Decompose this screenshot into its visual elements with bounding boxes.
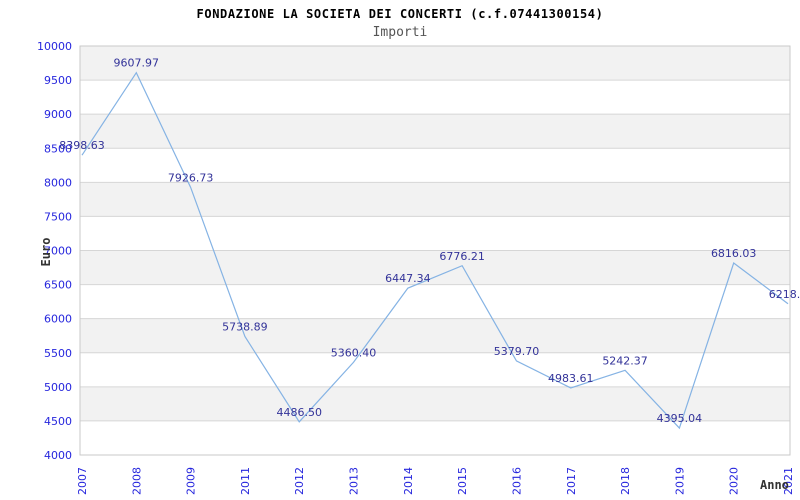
point-label: 5379.70 <box>494 345 540 358</box>
x-tick-label: 2009 <box>185 467 198 495</box>
y-tick-label: 8000 <box>44 176 72 189</box>
y-tick-label: 4000 <box>44 449 72 462</box>
y-tick-label: 10000 <box>37 40 72 53</box>
x-tick-label: 2011 <box>239 467 252 495</box>
y-tick-label: 7500 <box>44 210 72 223</box>
x-tick-label: 2017 <box>565 467 578 495</box>
x-tick-label: 2013 <box>348 467 361 495</box>
point-label: 5242.37 <box>602 354 648 367</box>
y-tick-label: 4500 <box>44 415 72 428</box>
y-tick-label: 6000 <box>44 313 72 326</box>
point-label: 6816.03 <box>711 247 757 260</box>
point-label: 4983.61 <box>548 372 594 385</box>
x-tick-label: 2012 <box>293 467 306 495</box>
point-label: 6776.21 <box>439 250 485 263</box>
y-tick-label: 5500 <box>44 347 72 360</box>
y-tick-label: 6500 <box>44 279 72 292</box>
y-tick-label: 7000 <box>44 245 72 258</box>
point-label: 4395.04 <box>657 412 703 425</box>
x-tick-label: 2021 <box>782 467 795 495</box>
x-tick-label: 2007 <box>76 467 89 495</box>
grid-band <box>80 318 790 353</box>
grid-band <box>80 386 790 421</box>
chart-title: FONDAZIONE LA SOCIETA DEI CONCERTI (c.f.… <box>196 7 604 21</box>
point-label: 6447.34 <box>385 272 431 285</box>
x-tick-label: 2008 <box>130 467 143 495</box>
point-label: 6218.3 <box>769 288 800 301</box>
x-tick-label: 2015 <box>456 467 469 495</box>
y-tick-label: 9000 <box>44 108 72 121</box>
x-axis-label: Anno <box>760 478 789 492</box>
grid-band <box>80 114 790 149</box>
point-label: 5738.89 <box>222 320 268 333</box>
plot-border <box>79 45 791 456</box>
data-line <box>81 71 789 430</box>
y-tick-label: 9500 <box>44 74 72 87</box>
point-label: 5360.40 <box>331 346 377 359</box>
point-label: 9607.97 <box>114 57 160 70</box>
x-tick-label: 2018 <box>619 467 632 495</box>
y-axis-label: Euro <box>39 237 53 267</box>
grid-band <box>80 46 790 81</box>
x-tick-label: 2020 <box>728 467 741 495</box>
x-tick-label: 2016 <box>510 467 523 495</box>
point-label: 7926.73 <box>168 171 214 184</box>
x-tick-label: 2014 <box>402 467 415 495</box>
y-tick-label: 8500 <box>44 142 72 155</box>
grid-band <box>80 250 790 285</box>
y-tick-label: 5000 <box>44 381 72 394</box>
grid-band <box>80 182 790 217</box>
x-tick-label: 2019 <box>673 467 686 495</box>
point-label: 8398.63 <box>59 139 105 152</box>
point-label: 4486.50 <box>276 406 322 419</box>
chart-subtitle: Importi <box>372 25 428 40</box>
